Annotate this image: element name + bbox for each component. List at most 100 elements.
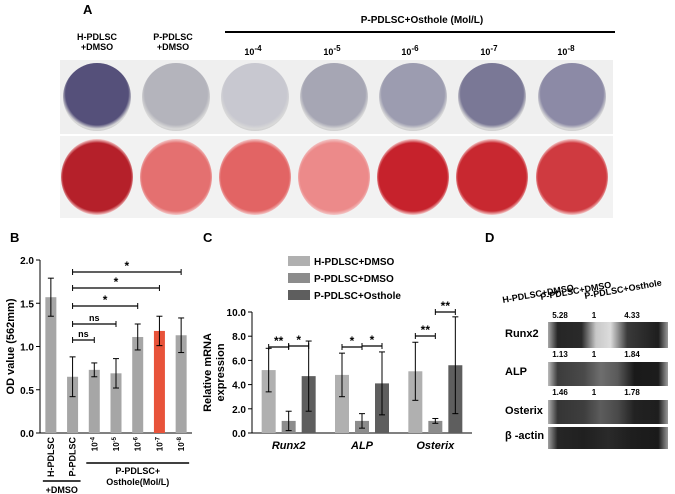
osterix-value-1: 1.46: [552, 388, 568, 397]
bar: [67, 376, 79, 433]
panel-a-col1-line2: +DMSO: [80, 42, 114, 52]
runx2-value-1: 5.28: [552, 311, 568, 320]
legend-swatch: [288, 290, 310, 300]
panel-c-chart: 0.0 2.0 4.0 6.0 8.0 10.0 Relative mRNA expressi…: [202, 256, 472, 452]
panel-a-concentration-label: 10-7: [474, 44, 504, 57]
y-tick-label: 10.0: [227, 308, 247, 319]
panel-a-group-line: [225, 31, 615, 33]
y-axis-label-line2: expression: [215, 343, 227, 401]
alp-well: [458, 63, 526, 131]
alp-value-2: 1: [591, 350, 597, 359]
runx2-blot: [548, 322, 668, 348]
panel-a-alp-row: [60, 60, 613, 134]
significance-label: *: [103, 293, 108, 307]
osterix-label: Osterix: [505, 405, 543, 417]
osterix-value-2: 1: [591, 388, 597, 397]
ars-well: [140, 139, 212, 215]
panel-b-chart: 0.00.51.01.52.0OD value (562mm)***nsnsH-…: [5, 256, 192, 494]
panel-a-concentration-label: 10-5: [317, 44, 347, 57]
panel-a-concentration-label: 10-8: [551, 44, 581, 57]
actin-label: β -actin: [505, 430, 545, 442]
legend-label: P-PDLSC+DMSO: [314, 274, 394, 285]
y-tick-label: 4.0: [232, 381, 246, 392]
alp-well: [63, 63, 131, 131]
significance-label: **: [421, 323, 431, 337]
y-tick-label: 1.5: [20, 299, 34, 310]
x-tick-label: H-PDLSC: [46, 437, 56, 477]
osterix-value-3: 1.78: [624, 388, 640, 397]
alp-well: [221, 63, 289, 131]
panel-a-concentration-label: 10-6: [395, 44, 425, 57]
significance-label: *: [296, 333, 301, 347]
panel-a-group-title: P-PDLSC+Osthole (Mol/L): [360, 15, 484, 26]
x-tick-label: 10-8: [177, 436, 186, 451]
panel-a-col2-line1: P-PDLSC: [153, 32, 193, 42]
significance-label: *: [350, 334, 355, 348]
y-tick-label: 0.0: [20, 429, 34, 440]
bar: [335, 374, 349, 433]
x-tick-label: 10-4: [90, 436, 99, 451]
bar: [261, 370, 276, 433]
legend-label: P-PDLSC+Osthole: [314, 291, 401, 302]
bar: [110, 373, 122, 433]
bar: [153, 330, 165, 433]
panel-a-col1-label: H-PDLSC +DMSO: [62, 32, 132, 52]
ars-well: [377, 139, 449, 215]
ars-well: [456, 139, 528, 215]
panel-a-col2-line2: +DMSO: [156, 42, 190, 52]
y-tick-label: 0.5: [20, 386, 34, 397]
conc-base: 10: [244, 47, 255, 57]
osthole-group-label-2: Osthole(Mol/L): [106, 477, 169, 487]
alp-well: [538, 63, 606, 131]
legend-swatch: [288, 256, 310, 266]
y-tick-label: 1.0: [20, 343, 34, 354]
legend-label: H-PDLSC+DMSO: [314, 257, 395, 268]
significance-label: **: [274, 334, 284, 348]
alp-value-1: 1.13: [552, 350, 568, 359]
bar: [132, 336, 144, 433]
y-tick-label: 6.0: [232, 356, 246, 367]
conc-base: 10: [480, 47, 491, 57]
significance-label: *: [370, 333, 375, 347]
y-tick-label: 8.0: [232, 332, 246, 343]
ars-well: [61, 139, 133, 215]
y-axis-label: OD value (562mm): [5, 298, 17, 394]
x-tick-label: ALP: [350, 440, 374, 452]
panel-d-headers: H-PDLSC+DMSO P-PDLSC+DMSO P-PDLSC+Osthol…: [502, 278, 663, 305]
panel-a-col2-label: P-PDLSC +DMSO: [138, 32, 208, 52]
alp-blot: [548, 362, 668, 386]
bar: [175, 335, 187, 433]
panel-d-header-3: P-PDLSC+Osthole: [584, 278, 663, 301]
bar: [408, 371, 423, 433]
panel-a-ars-row: [60, 136, 613, 218]
alp-well: [300, 63, 368, 131]
bar: [428, 420, 443, 433]
osterix-blot: [548, 400, 668, 424]
conc-base: 10: [323, 47, 334, 57]
conc-exponent: -5: [333, 44, 341, 53]
runx2-label: Runx2: [505, 328, 539, 340]
y-tick-label: 2.0: [20, 256, 34, 267]
actin-blot: [548, 427, 668, 449]
conc-exponent: -8: [567, 44, 575, 53]
x-tick-label: 10-6: [134, 436, 143, 451]
conc-exponent: -6: [411, 44, 419, 53]
bar: [88, 369, 100, 433]
x-tick-label: Osterix: [416, 440, 455, 452]
significance-label: *: [114, 275, 119, 289]
conc-base: 10: [401, 47, 412, 57]
dmso-label: +DMSO: [46, 485, 78, 494]
conc-exponent: -7: [490, 44, 498, 53]
panel-a-letter: A: [83, 2, 93, 17]
ars-well: [298, 139, 370, 215]
conc-base: 10: [557, 47, 568, 57]
significance-label: ns: [89, 313, 100, 323]
y-axis-label-line1: Relative mRNA: [202, 333, 214, 412]
significance-label: ns: [78, 329, 89, 339]
osthole-group-label-1: P-PDLSC+: [115, 466, 160, 476]
x-tick-label: Runx2: [272, 440, 306, 452]
alp-well: [379, 63, 447, 131]
significance-label: **: [441, 299, 451, 313]
y-tick-label: 2.0: [232, 405, 246, 416]
runx2-value-2: 1: [591, 311, 597, 320]
